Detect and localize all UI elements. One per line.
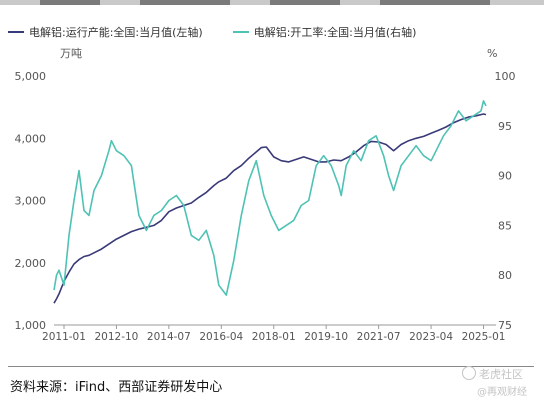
y-right-tick-label: 85 [498, 219, 512, 232]
x-tick-label: 2012-10 [94, 331, 138, 343]
watermark-community: 老虎社区 [462, 366, 523, 382]
left-axis-unit: 万吨 [60, 47, 82, 60]
x-tick-label: 2018-01 [252, 331, 296, 343]
y-right-tick-label: 80 [498, 269, 512, 282]
y-left-tick-label: 2,000 [15, 257, 47, 270]
y-left-tick-label: 3,000 [15, 195, 47, 208]
source-note: 资料来源：iFind、西部证券研发中心 [10, 380, 223, 395]
x-tick-label: 2023-04 [409, 331, 453, 343]
x-tick-label: 2025-01 [462, 331, 506, 343]
legend-swatch-capacity [8, 31, 24, 33]
y-right-tick-label: 90 [498, 170, 512, 183]
x-tick-label: 2011-01 [42, 331, 86, 343]
y-right-tick-label: 75 [498, 319, 512, 332]
legend-label-utilization: 电解铝:开工率:全国:当月值(右轴) [253, 26, 417, 39]
legend-item-capacity: 电解铝:运行产能:全国:当月值(左轴) [8, 24, 203, 40]
chart-legend: 电解铝:运行产能:全国:当月值(左轴) 电解铝:开工率:全国:当月值(右轴) [8, 24, 446, 40]
x-tick-label: 2019-10 [304, 331, 348, 343]
y-left-tick-label: 5,000 [15, 70, 47, 83]
line-chart: 万吨 % 5,000 4,000 3,000 2,000 1,000 100 95 90 85 80 7… [15, 47, 516, 343]
watermark-line1: 老虎社区 [479, 368, 523, 381]
y-right-tick-label: 95 [498, 120, 512, 133]
series-line-capacity [53, 113, 487, 304]
top-cropped-title-strip [0, 0, 544, 5]
x-tick-label: 2014-07 [147, 331, 191, 343]
y-right-tick-label: 100 [495, 70, 516, 83]
right-axis-unit: % [487, 47, 497, 60]
tiger-logo-icon [462, 366, 476, 380]
y-left-tick-label: 1,000 [15, 319, 47, 332]
legend-label-capacity: 电解铝:运行产能:全国:当月值(左轴) [29, 26, 203, 39]
watermark-author: @再观财经 [477, 387, 527, 398]
legend-swatch-utilization [232, 31, 249, 33]
legend-item-utilization: 电解铝:开工率:全国:当月值(右轴) [232, 24, 417, 40]
x-tick-label: 2021-07 [357, 331, 401, 343]
y-left-tick-label: 4,000 [15, 132, 47, 145]
series-line-utilization [53, 100, 487, 296]
source-divider [8, 366, 534, 367]
x-tick-label: 2016-04 [199, 331, 243, 343]
